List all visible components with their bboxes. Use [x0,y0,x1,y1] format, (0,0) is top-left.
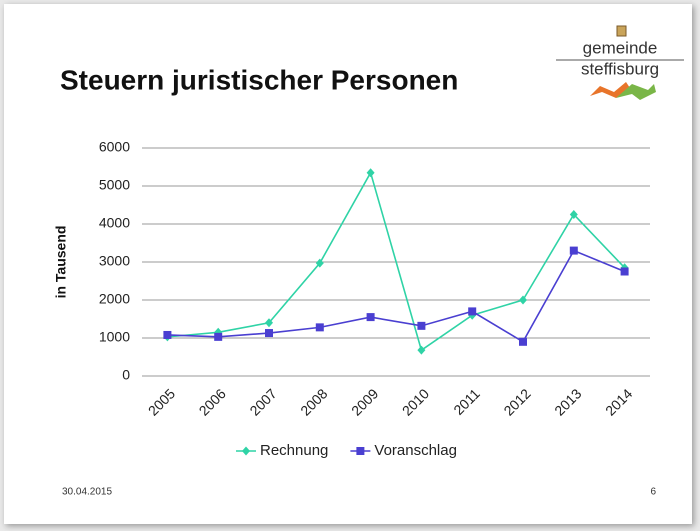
marker [242,446,250,456]
logo: gemeinde steffisburg [556,25,684,100]
x-tick-label: 2014 [602,385,635,418]
slide: Steuern juristischer Personen gemeinde s… [4,4,692,524]
chart: Steuern juristischer Personen gemeinde s… [53,25,684,498]
x-tick-label: 2006 [196,385,229,418]
legend-label: Voranschlag [374,442,457,459]
logo-wave [616,84,656,100]
marker [366,313,375,322]
y-axis-label: in Tausend [53,226,69,299]
x-tick-label: 2007 [246,385,279,418]
marker [569,210,578,219]
marker [265,318,273,328]
marker [366,168,375,178]
y-tick-label: 5000 [99,177,130,193]
chart-title: Steuern juristischer Personen [60,64,458,95]
marker [163,330,172,339]
marker [519,337,527,346]
x-tick-label: 2005 [145,385,178,418]
x-tick-label: 2008 [297,385,330,418]
footer-date: 30.04.2015 [62,487,112,498]
y-tick-label: 3000 [99,253,130,269]
logo-line2: steffisburg [581,59,659,78]
logo-wave [590,82,630,98]
marker [569,246,578,255]
logo-line1: gemeinde [583,38,658,57]
marker [315,258,324,268]
marker [417,321,426,330]
x-tick-label: 2009 [348,385,381,418]
marker [315,323,324,332]
marker [214,332,223,341]
y-tick-label: 6000 [99,139,130,155]
series-line [167,170,626,352]
legend-label: Rechnung [260,442,328,459]
logo-crest [616,25,627,37]
x-tick-label: 2013 [551,385,584,418]
marker [356,447,365,455]
marker [519,295,527,305]
marker [265,329,273,338]
y-tick-label: 1000 [99,329,130,345]
x-tick-label: 2010 [399,385,432,418]
y-tick-label: 4000 [99,215,130,231]
x-tick-label: 2011 [450,385,483,418]
marker [417,345,426,355]
y-tick-label: 2000 [99,291,130,307]
series-line [167,249,625,343]
marker [620,267,629,276]
y-tick-label: 0 [122,367,130,383]
marker [468,307,477,316]
x-tick-label: 2012 [500,385,533,418]
page-number: 6 [650,487,656,498]
